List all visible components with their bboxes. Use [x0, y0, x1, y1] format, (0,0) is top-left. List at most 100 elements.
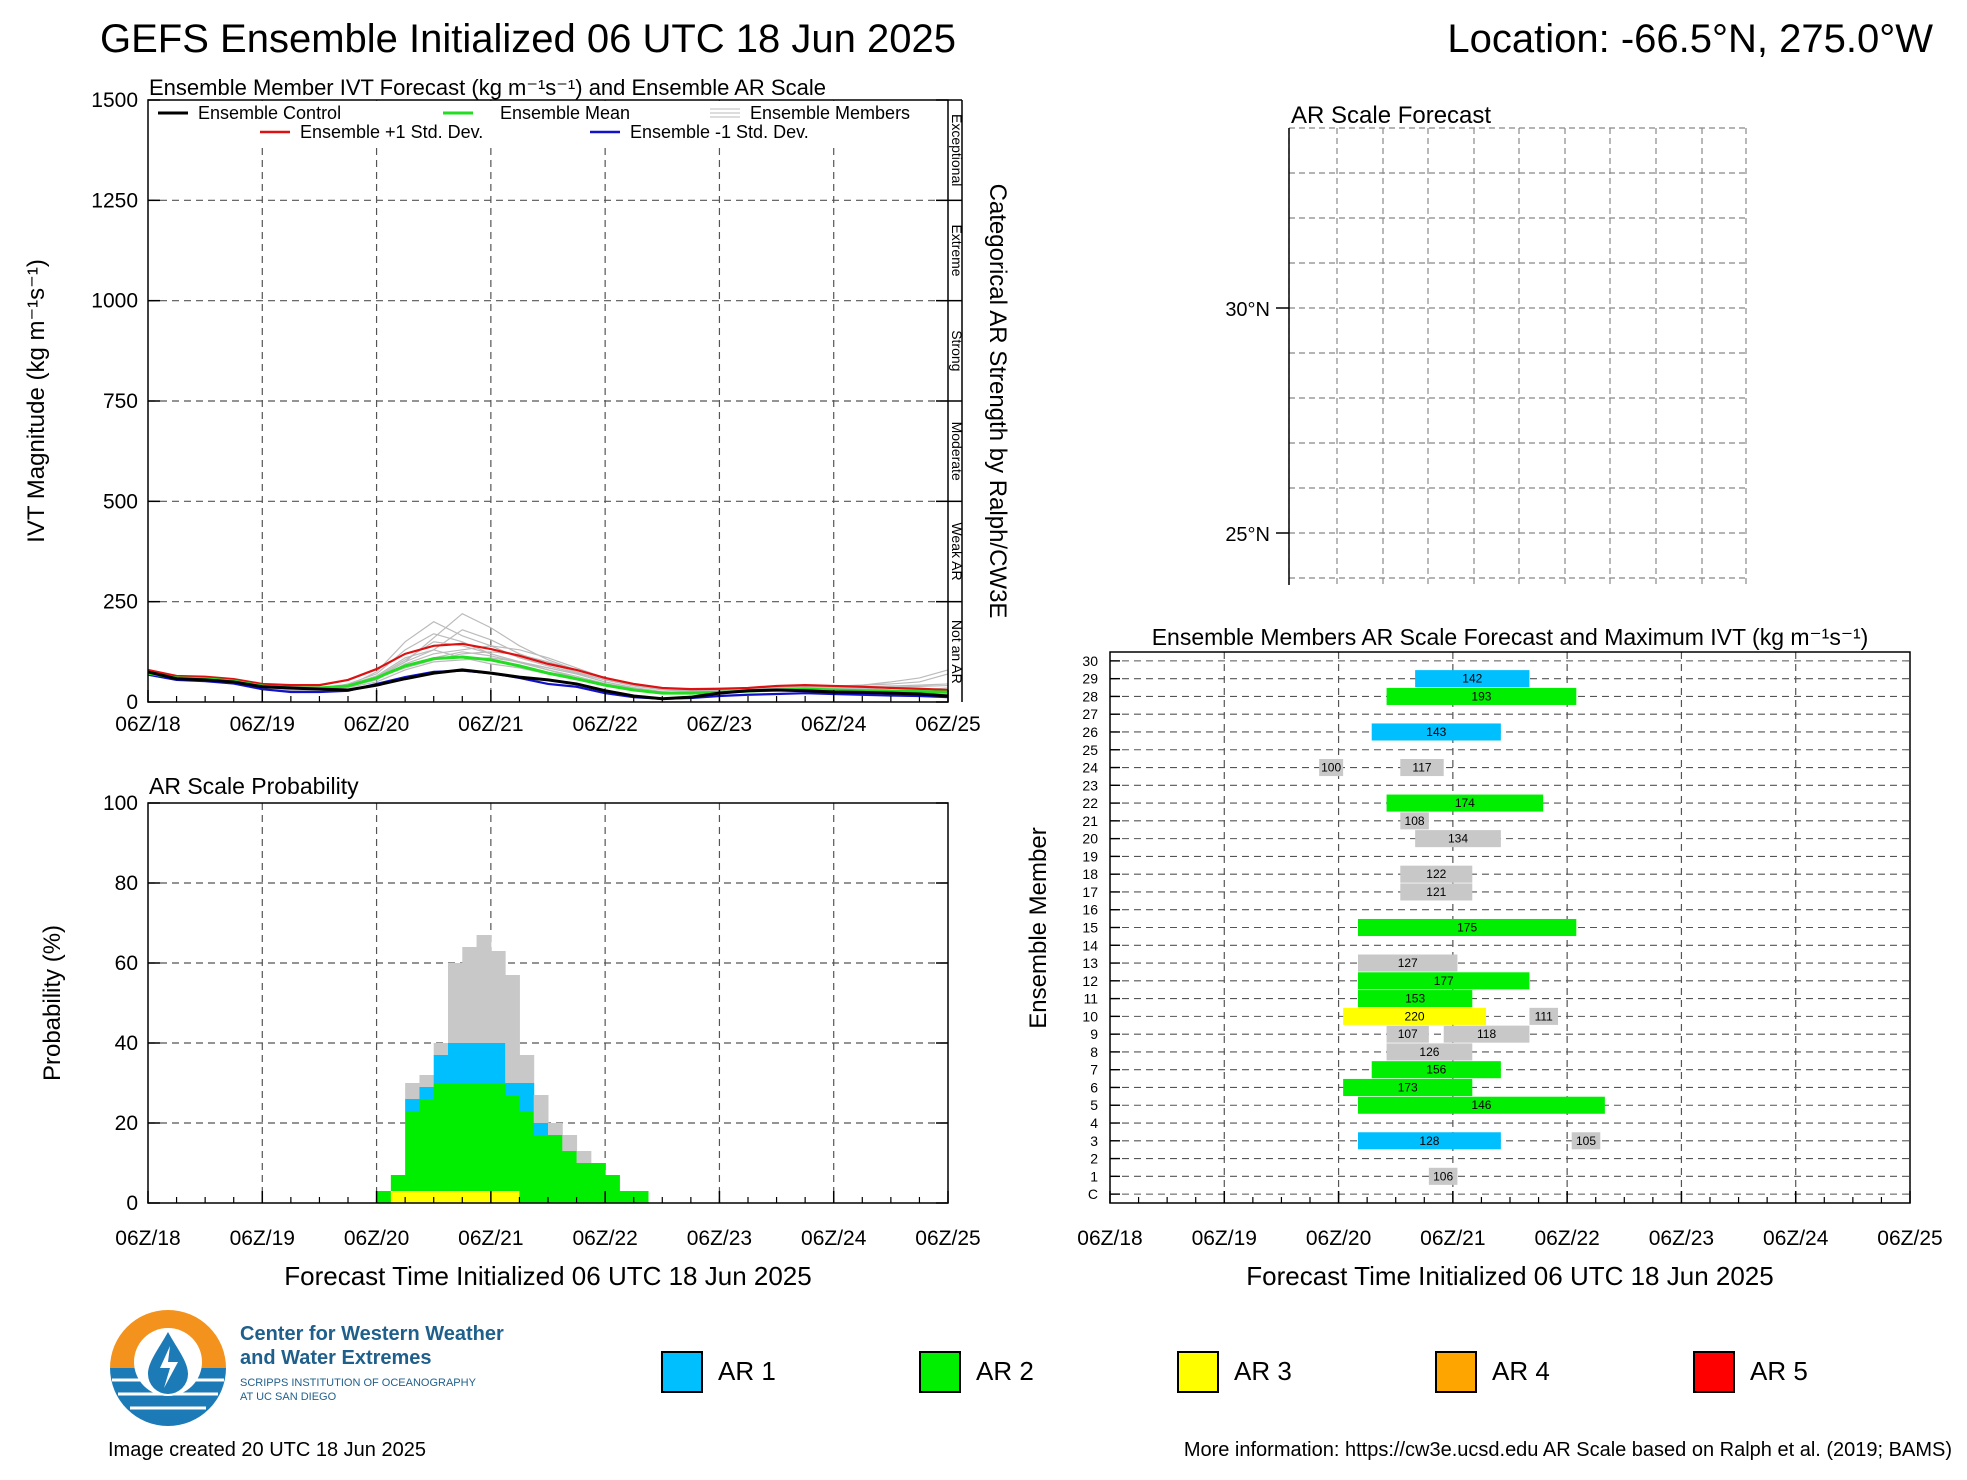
ar-legend-swatch [1435, 1351, 1477, 1393]
x-tick-label: 06Z/20 [1306, 1227, 1371, 1250]
prob-grid [148, 803, 948, 1203]
member-ivt-label: 220 [1405, 1009, 1425, 1023]
prob-bar-segment [433, 1043, 449, 1055]
prob-bar-segment [433, 1191, 449, 1203]
x-tick-label: 06Z/25 [915, 1227, 980, 1250]
ar-legend-label: AR 3 [1234, 1356, 1292, 1386]
prob-bar-segment [476, 1043, 492, 1083]
prob-bar-segment [462, 1043, 478, 1083]
member-ivt-label: 146 [1471, 1098, 1491, 1112]
category-label: Weak AR [949, 522, 965, 580]
prob-bar-segment [505, 1095, 520, 1191]
member-ivt-label: 142 [1462, 672, 1482, 686]
prob-bar-segment [490, 1083, 506, 1191]
member-tick-label: 21 [1082, 813, 1098, 829]
member-tick-label: 27 [1082, 706, 1098, 722]
member-tick-label: 1 [1090, 1168, 1098, 1184]
prob-bar-segment [519, 1111, 535, 1203]
member-ivt-label: 174 [1455, 796, 1475, 810]
prob-bar-segment [448, 1043, 463, 1083]
ivt-member-line [147, 629, 949, 693]
member-tick-label: 11 [1083, 991, 1098, 1007]
y-tick-label: 1000 [91, 290, 138, 313]
x-tick-label: 06Z/23 [1649, 1227, 1714, 1250]
prob-bar-segment [505, 1083, 520, 1095]
prob-bar-segment [476, 1083, 492, 1191]
main-title: GEFS Ensemble Initialized 06 UTC 18 Jun … [100, 17, 956, 61]
legend-control-label: Ensemble Control [198, 103, 341, 123]
prob-bar-segment [490, 1191, 506, 1203]
member-tick-label: 12 [1082, 973, 1098, 989]
member-ar-segment [1571, 1132, 1601, 1150]
y-tick-label: 80 [115, 872, 138, 895]
y-tick-label: 500 [103, 490, 138, 513]
location-label: Location: -66.5°N, 275.0°W [1447, 17, 1933, 61]
more-info-text: More information: https://cw3e.ucsd.edu … [1184, 1439, 1952, 1461]
member-y-axis-label: Ensemble Member [1025, 827, 1052, 1028]
member-tick-label: 9 [1090, 1026, 1098, 1042]
prob-y-axis: 0 20 40 60 80 100 [103, 792, 948, 1215]
member-tick-label: 22 [1082, 795, 1098, 811]
lightning-icon [160, 1346, 178, 1388]
map-panel: AR Scale Forecast 30°N 25°N [1225, 102, 1747, 585]
ar-legend-label: AR 2 [976, 1356, 1034, 1386]
ivt-grid [148, 100, 948, 702]
ar-legend-swatch [919, 1351, 961, 1393]
ar-legend-label: AR 4 [1492, 1356, 1550, 1386]
member-ar-segment [1529, 1007, 1558, 1025]
member-ar-segment [1415, 670, 1530, 688]
ivt-member-lines [147, 612, 949, 696]
member-tick-label: 8 [1090, 1044, 1098, 1060]
member-ar-segment [1386, 1025, 1429, 1043]
prob-bar-segment [533, 1095, 549, 1123]
member-tick-label: 3 [1090, 1133, 1098, 1149]
legend-mean-label: Ensemble Mean [500, 103, 630, 123]
prob-bar-segment [462, 947, 478, 1043]
y-tick-label: 60 [115, 952, 138, 975]
member-tick-label: 10 [1082, 1008, 1098, 1024]
y-tick-label: 0 [126, 1192, 138, 1215]
x-tick-label: 06Z/23 [687, 1227, 752, 1250]
prob-bar-segment [405, 1083, 420, 1099]
prob-bar-segment [576, 1151, 592, 1163]
member-tick-label: 24 [1082, 760, 1098, 776]
member-ivt-label: 118 [1477, 1027, 1496, 1041]
prob-bar-segment [433, 1083, 449, 1191]
prob-bars [376, 935, 649, 1203]
y-tick-label: 0 [126, 691, 138, 714]
member-ivt-label: 122 [1426, 867, 1446, 881]
x-tick-label: 06Z/24 [801, 713, 867, 736]
map-lat-label-25: 25°N [1225, 524, 1270, 546]
member-ivt-label: 134 [1448, 832, 1468, 846]
created-timestamp: Image created 20 UTC 18 Jun 2025 [108, 1439, 426, 1461]
prob-bar-segment [405, 1099, 420, 1111]
member-tick-label: 15 [1082, 920, 1098, 936]
member-tick-label: 25 [1082, 742, 1098, 758]
legend-plus-label: Ensemble +1 Std. Dev. [300, 122, 483, 142]
member-ar-segment [1343, 1007, 1486, 1025]
member-tick-label: 14 [1082, 937, 1098, 953]
member-ar-segment [1400, 883, 1473, 901]
ivt-series-lines [147, 642, 949, 701]
member-ivt-label: 173 [1398, 1080, 1418, 1094]
x-tick-label: 06Z/25 [915, 713, 980, 736]
ar-legend-swatch [1177, 1351, 1219, 1393]
prob-bar-segment [419, 1087, 435, 1099]
ivt-panel: 0 250 500 750 1000 1250 1500 06Z/18 06Z/19 06Z/2… [23, 75, 1011, 736]
prob-x-axis: 06Z/18 06Z/19 06Z/20 06Z/21 06Z/22 06Z/23 06Z/… [115, 1191, 981, 1250]
member-ivt-label: 126 [1419, 1045, 1439, 1059]
cw3e-logo: Center for Western Weather and Water Ext… [110, 1310, 504, 1426]
x-tick-label: 06Z/19 [1192, 1227, 1257, 1250]
ivt-panel-title: Ensemble Member IVT Forecast (kg m⁻¹s⁻¹)… [149, 75, 826, 100]
member-bars: 142 193 143 100 117 174 108 134 122 121 175 127 177 1… [1319, 670, 1605, 1185]
member-ar-segment [1400, 759, 1444, 777]
y-tick-label: 100 [103, 792, 138, 815]
prob-bar-segment [505, 975, 520, 1083]
member-ivt-label: 143 [1426, 725, 1446, 739]
prob-bar-segment [490, 1043, 506, 1083]
member-ivt-label: 127 [1398, 956, 1418, 970]
x-tick-label: 06Z/24 [801, 1227, 867, 1250]
prob-bar-segment [548, 1135, 563, 1203]
prob-bar-segment [476, 1191, 492, 1203]
logo-text-line3: SCRIPPS INSTITUTION OF OCEANOGRAPHY [240, 1377, 477, 1389]
